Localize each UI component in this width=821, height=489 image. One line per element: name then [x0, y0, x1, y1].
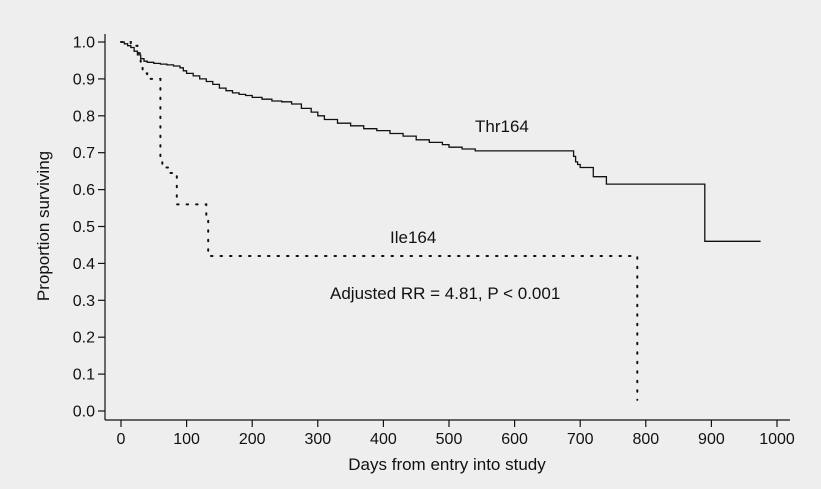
- series-layer: [120, 41, 761, 401]
- y-tick-label: 0.6: [73, 182, 95, 199]
- y-tick-label: 0.9: [73, 71, 95, 88]
- x-tick-label: 1000: [759, 431, 795, 448]
- annotation-thr164: Thr164: [475, 117, 529, 136]
- x-tick-label: 800: [632, 431, 659, 448]
- x-tick-label: 100: [173, 431, 200, 448]
- y-tick-label: 0.7: [73, 145, 95, 162]
- x-tick-label: 500: [436, 431, 463, 448]
- y-tick-label: 0.5: [73, 219, 95, 236]
- y-tick-label: 0.4: [73, 256, 95, 273]
- y-tick-label: 0.3: [73, 293, 95, 310]
- y-tick-label: 1.0: [73, 35, 95, 52]
- y-axis-label: Proportion surviving: [34, 151, 53, 301]
- annotation-ile164: Ile164: [390, 228, 436, 247]
- y-tick-label: 0.1: [73, 367, 95, 384]
- annotation-adjusted-rr: Adjusted RR = 4.81, P < 0.001: [330, 284, 560, 303]
- x-tick-label: 600: [501, 431, 528, 448]
- series-line-thr164: [121, 41, 761, 242]
- x-tick-label: 200: [239, 431, 266, 448]
- x-axis-label: Days from entry into study: [348, 455, 546, 474]
- y-tick-label: 0.2: [73, 330, 95, 347]
- x-tick-label: 0: [117, 431, 126, 448]
- x-tick-label: 900: [698, 431, 725, 448]
- x-tick-label: 700: [567, 431, 594, 448]
- y-axis-ticks: 0.0 0.1 0.2 0.3 0.4 0.5 0.6 0.7 0.8 0.9 1.0: [73, 35, 105, 421]
- x-tick-label: 300: [304, 431, 331, 448]
- y-tick-label: 0.8: [73, 108, 95, 125]
- series-line-ile164: [120, 41, 639, 401]
- x-axis-ticks: 0 100 200 300 400 500 600 700 800 900 1000: [117, 420, 795, 448]
- y-tick-label: 0.0: [73, 404, 95, 421]
- x-tick-label: 400: [370, 431, 397, 448]
